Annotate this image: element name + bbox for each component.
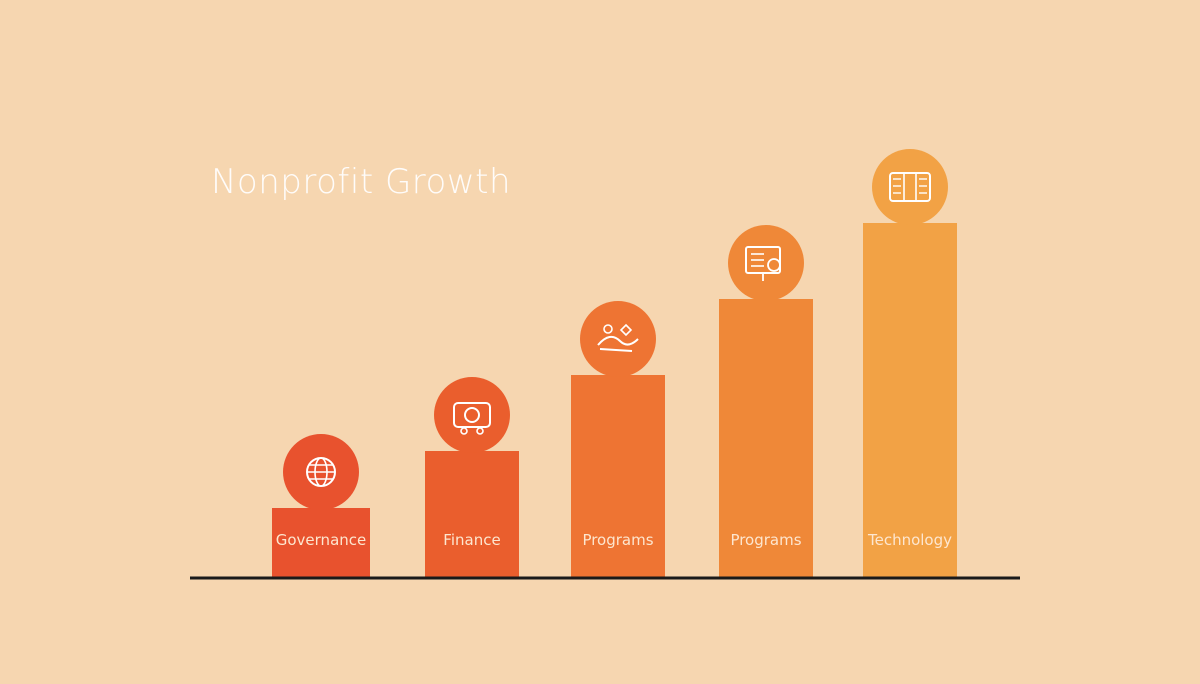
bar-label-2: Finance [443, 531, 500, 549]
bar-label-3: Programs [582, 531, 653, 549]
bar-3 [571, 375, 665, 578]
server-icon [872, 149, 948, 225]
bar-2 [425, 451, 519, 578]
bar-label-5: Technology [867, 531, 952, 549]
chart-title: Nonprofit Growth [211, 162, 512, 202]
camera-icon [434, 377, 510, 453]
bar-label-4: Programs [730, 531, 801, 549]
bar-label-1: Governance [276, 531, 367, 549]
bar-4 [719, 299, 813, 578]
bar-5 [863, 223, 957, 578]
handshake-icon [580, 301, 656, 377]
bar-1 [272, 508, 370, 578]
presentation-icon [728, 225, 804, 301]
globe-icon [283, 434, 359, 510]
